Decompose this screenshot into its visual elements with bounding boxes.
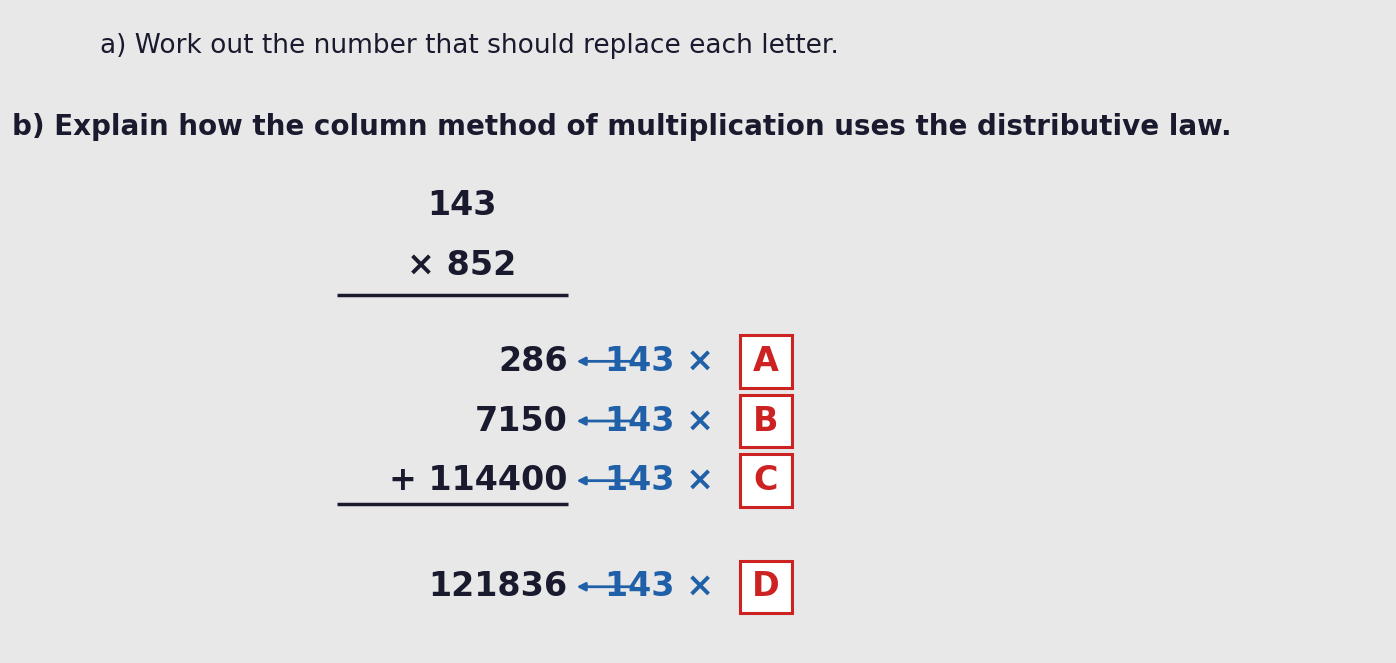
Text: 143 ×: 143 × [604, 570, 715, 603]
Text: + 114400: + 114400 [389, 464, 568, 497]
Text: × 852: × 852 [406, 249, 517, 282]
FancyBboxPatch shape [740, 335, 792, 387]
Text: A: A [752, 345, 779, 378]
Text: C: C [754, 464, 778, 497]
Text: 143: 143 [427, 189, 497, 222]
Text: 143 ×: 143 × [604, 464, 715, 497]
FancyBboxPatch shape [740, 455, 792, 507]
Text: 7150: 7150 [475, 404, 568, 438]
Text: 286: 286 [498, 345, 568, 378]
FancyBboxPatch shape [740, 561, 792, 613]
Text: 143 ×: 143 × [604, 404, 715, 438]
Text: a) Work out the number that should replace each letter.: a) Work out the number that should repla… [99, 33, 839, 59]
FancyBboxPatch shape [740, 395, 792, 448]
Text: b) Explain how the column method of multiplication uses the distributive law.: b) Explain how the column method of mult… [13, 113, 1233, 141]
Text: B: B [754, 404, 779, 438]
Text: 143 ×: 143 × [604, 345, 715, 378]
Text: D: D [752, 570, 780, 603]
Text: 121836: 121836 [429, 570, 568, 603]
